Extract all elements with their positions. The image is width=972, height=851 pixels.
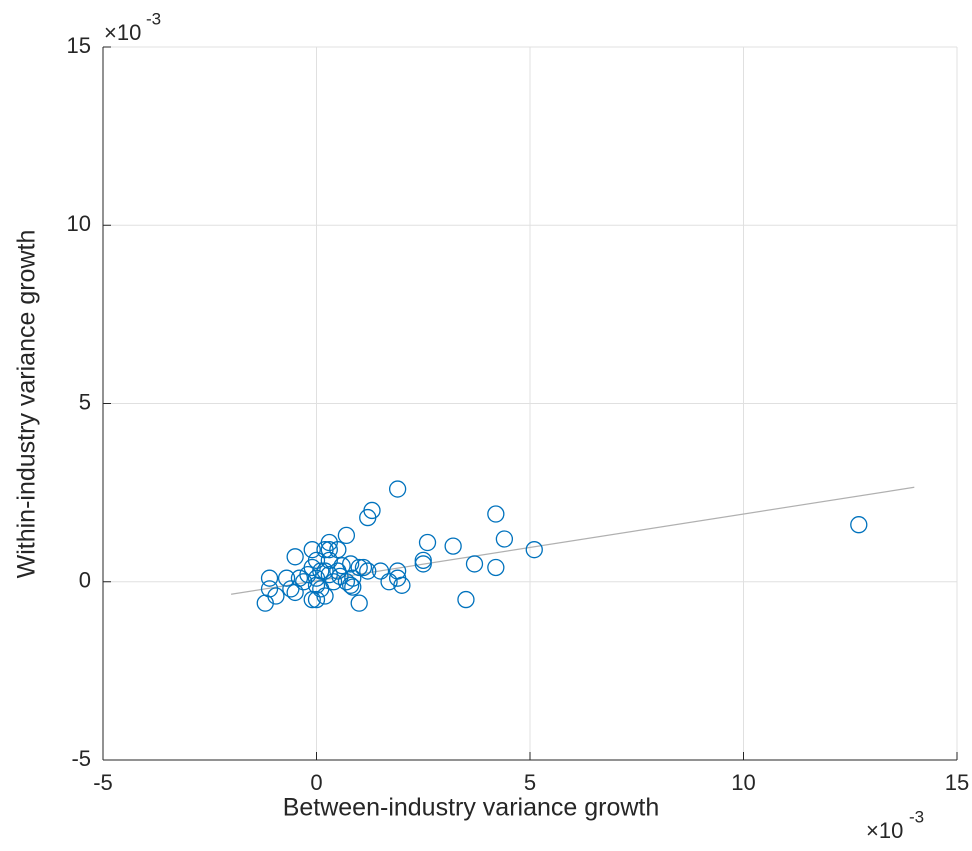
- x-tick-label: 0: [310, 770, 322, 795]
- x-tick-label: 15: [945, 770, 969, 795]
- point: [525, 541, 543, 559]
- point: [320, 541, 338, 559]
- point: [290, 569, 309, 587]
- y-exponent: -3: [146, 9, 161, 28]
- point: [324, 573, 343, 591]
- point: [350, 594, 368, 612]
- point: [286, 548, 304, 566]
- x-tick-label: -5: [93, 770, 113, 795]
- point: [337, 526, 356, 545]
- x-axis-label: Between-industry variance growth: [283, 794, 660, 822]
- point: [312, 562, 330, 580]
- point: [418, 533, 437, 552]
- point: [457, 590, 475, 609]
- x-multiplier: ×10: [866, 818, 903, 843]
- point: [344, 578, 362, 596]
- point: [371, 562, 390, 580]
- y-axis-label: Within-industry variance growth: [13, 230, 41, 579]
- point: [316, 562, 334, 580]
- point: [277, 569, 296, 587]
- point: [380, 573, 398, 591]
- point: [359, 508, 377, 527]
- point: [342, 576, 360, 594]
- point: [316, 541, 334, 559]
- point: [388, 480, 407, 498]
- x-tick-label: 5: [524, 770, 536, 795]
- point: [307, 590, 326, 609]
- point: [414, 551, 432, 570]
- x-tick-label: 10: [731, 770, 755, 795]
- point: [359, 562, 377, 580]
- point: [303, 558, 321, 577]
- point: [329, 562, 347, 580]
- point: [350, 558, 368, 577]
- point: [465, 555, 484, 573]
- point: [850, 516, 868, 534]
- point: [256, 594, 274, 612]
- point: [487, 505, 505, 523]
- point: [267, 587, 285, 605]
- y-tick-label: 15: [67, 33, 91, 58]
- y-tick-label: 5: [79, 389, 91, 414]
- y-tick-label: 0: [79, 568, 91, 593]
- x-exponent: -3: [909, 807, 924, 826]
- point: [333, 557, 351, 575]
- point: [303, 541, 321, 559]
- point: [487, 558, 505, 577]
- point: [260, 580, 279, 598]
- point: [354, 558, 373, 577]
- y-tick-label: 10: [67, 211, 91, 236]
- point: [320, 551, 338, 570]
- point: [444, 537, 462, 555]
- y-tick-label: -5: [71, 746, 91, 771]
- point: [414, 555, 432, 573]
- point: [260, 569, 279, 587]
- point: [495, 530, 514, 548]
- point: [388, 562, 407, 580]
- point: [344, 569, 362, 587]
- point: [286, 583, 304, 602]
- y-multiplier: ×10: [104, 20, 141, 45]
- point: [388, 569, 407, 587]
